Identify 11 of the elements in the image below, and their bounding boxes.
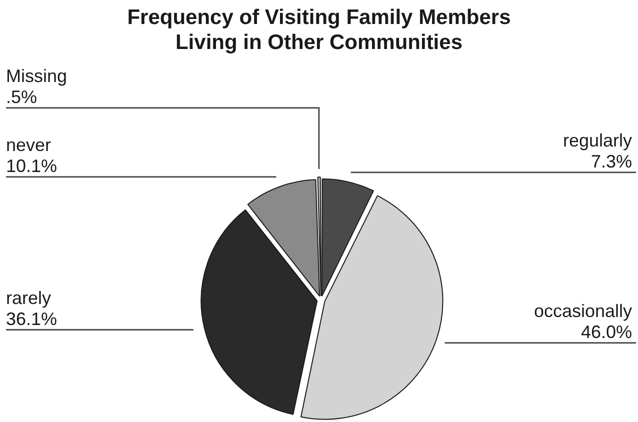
data-label: .5% bbox=[6, 86, 38, 107]
chart-title: Frequency of Visiting Family Members Living in Other Communities bbox=[127, 6, 511, 54]
slice-label: never bbox=[6, 134, 52, 155]
data-label: 7.3% bbox=[590, 151, 632, 172]
data-label: 46.0% bbox=[580, 322, 632, 342]
data-label: 36.1% bbox=[6, 308, 58, 329]
slice-label: regularly bbox=[562, 130, 632, 150]
data-label: 10.1% bbox=[6, 156, 58, 176]
slice-label: Missing bbox=[6, 66, 68, 86]
slice-label: rarely bbox=[6, 288, 52, 308]
slice-label: occasionally bbox=[534, 300, 632, 321]
